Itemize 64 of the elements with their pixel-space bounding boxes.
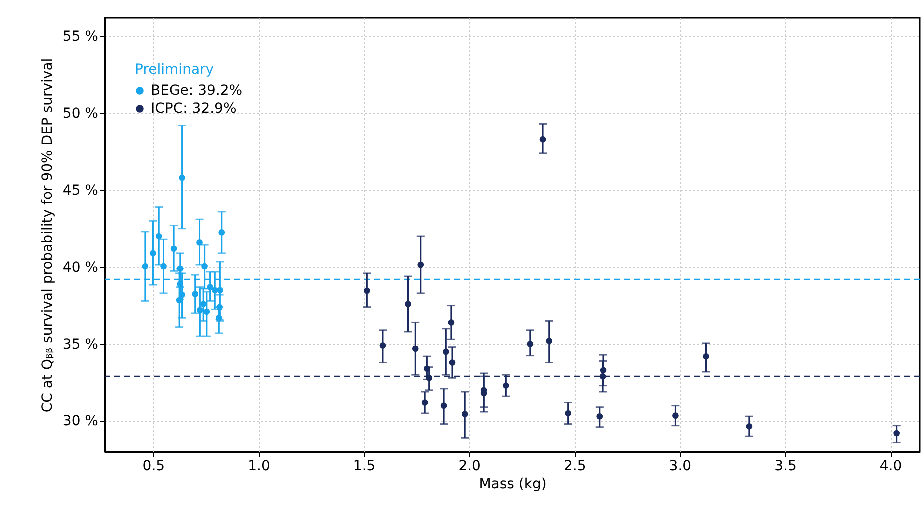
y-tick-label: 55 % bbox=[62, 28, 98, 45]
point bbox=[527, 341, 534, 348]
point bbox=[443, 348, 450, 356]
point bbox=[150, 250, 156, 257]
point bbox=[449, 360, 456, 366]
point bbox=[600, 367, 607, 374]
point bbox=[462, 411, 468, 418]
x-tick-label: 4.0 bbox=[880, 458, 902, 474]
point bbox=[142, 263, 149, 270]
point bbox=[176, 297, 183, 304]
point bbox=[565, 410, 572, 417]
y-tick-label: 40 % bbox=[62, 260, 98, 276]
point bbox=[380, 342, 386, 349]
point bbox=[197, 307, 204, 314]
point bbox=[426, 374, 432, 382]
point bbox=[177, 266, 184, 272]
x-tick-label: 3.0 bbox=[669, 458, 692, 474]
y-tick-label: 45 % bbox=[62, 182, 98, 199]
point bbox=[196, 240, 203, 246]
point bbox=[405, 301, 412, 308]
legend-label: BEGe: 39.2% bbox=[151, 83, 243, 99]
point bbox=[177, 281, 184, 288]
point bbox=[448, 320, 455, 326]
point bbox=[218, 230, 226, 236]
x-axis-title: Mass (kg) bbox=[479, 476, 547, 492]
y-tick-label: 35 % bbox=[62, 336, 98, 353]
point bbox=[422, 400, 428, 406]
point bbox=[546, 338, 553, 344]
legend-label: ICPC: 32.9% bbox=[151, 101, 237, 117]
point bbox=[424, 366, 430, 372]
point bbox=[179, 174, 186, 182]
point bbox=[216, 304, 223, 310]
point bbox=[216, 314, 222, 322]
x-tick-label: 2.0 bbox=[458, 458, 481, 474]
y-axis-title: CC at Qᵦᵦ survival probability for 90% DEP survival bbox=[40, 58, 56, 413]
point bbox=[156, 233, 162, 240]
point bbox=[894, 430, 900, 437]
y-tick-label: 50 % bbox=[62, 106, 98, 122]
point bbox=[703, 353, 710, 360]
point bbox=[672, 412, 679, 419]
point bbox=[364, 288, 370, 294]
point bbox=[503, 382, 510, 389]
point bbox=[217, 287, 224, 294]
x-tick-label: 0.5 bbox=[142, 458, 166, 474]
point bbox=[600, 373, 606, 380]
x-tick-label: 2.5 bbox=[564, 458, 586, 474]
annotation: Preliminary bbox=[135, 62, 214, 78]
point bbox=[540, 136, 546, 143]
point bbox=[202, 263, 208, 270]
point bbox=[440, 402, 448, 409]
point bbox=[204, 308, 210, 316]
point bbox=[170, 246, 178, 252]
point bbox=[200, 301, 207, 308]
point bbox=[192, 291, 199, 298]
point bbox=[418, 262, 424, 268]
x-tick-label: 1.5 bbox=[353, 458, 376, 474]
point bbox=[746, 423, 753, 430]
point bbox=[412, 346, 419, 352]
x-tick-label: 1.0 bbox=[248, 458, 270, 474]
point bbox=[160, 263, 167, 270]
point bbox=[207, 284, 214, 290]
y-tick-label: 30 % bbox=[62, 414, 98, 430]
point bbox=[596, 413, 604, 420]
x-tick-label: 3.5 bbox=[774, 458, 797, 474]
